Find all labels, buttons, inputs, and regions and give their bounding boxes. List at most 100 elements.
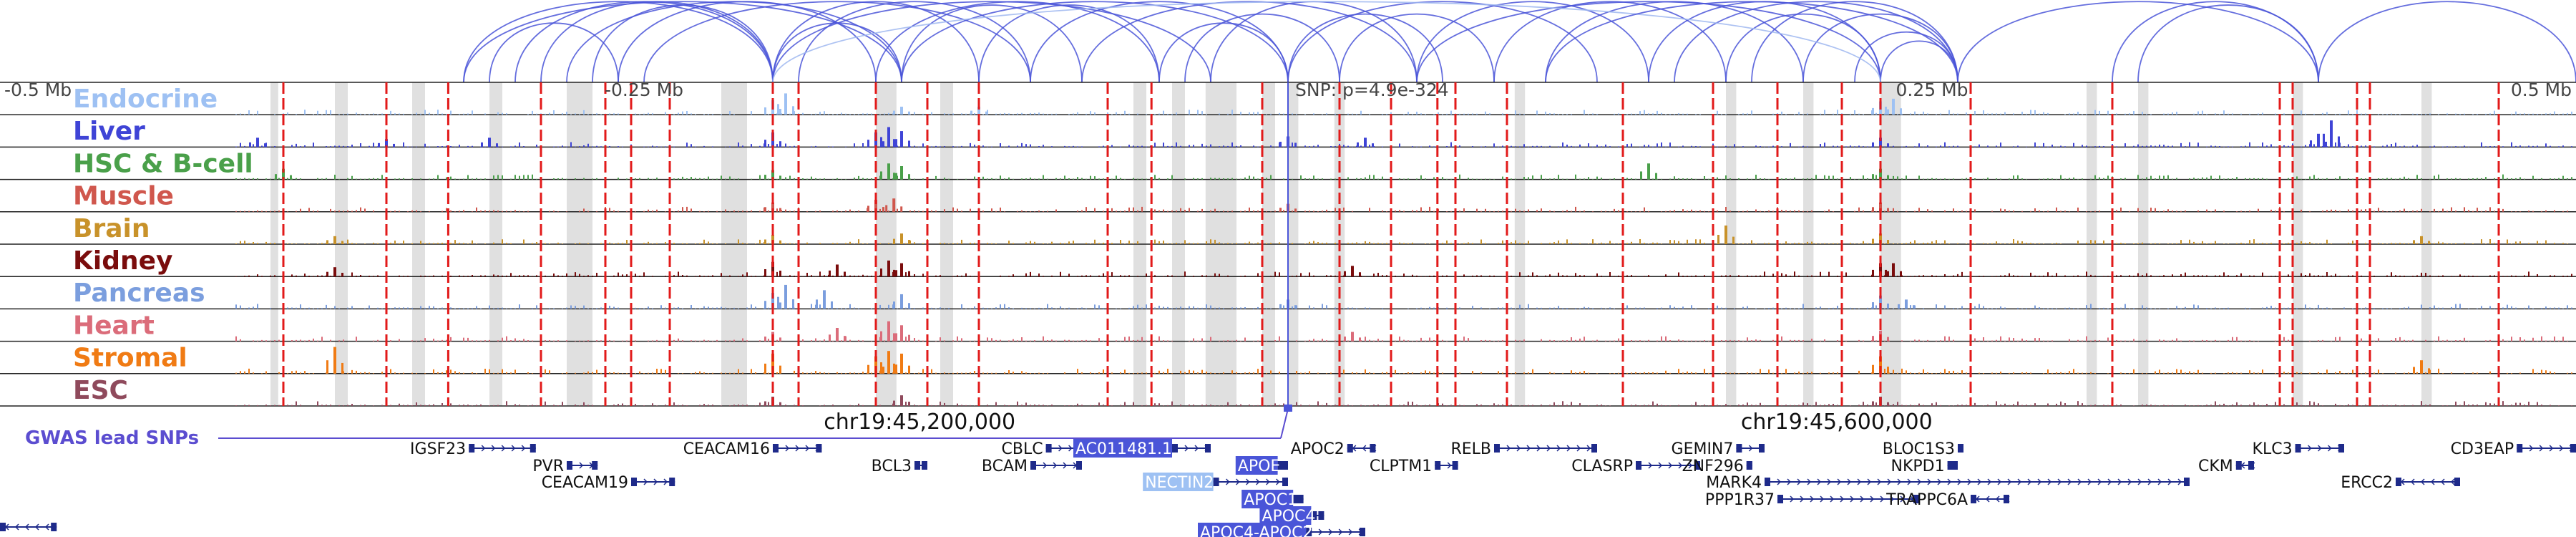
gene-label: PPP1R37 [1705, 491, 1775, 509]
track-peak [1872, 401, 1874, 406]
track-noise [235, 271, 2572, 277]
gene-exon [567, 461, 572, 470]
track-noise [235, 368, 2572, 374]
gene-exon [1452, 461, 1458, 470]
gene-exon [1045, 444, 1052, 453]
track-noise [235, 239, 2568, 244]
track-peak [893, 173, 895, 180]
track-peak [1364, 137, 1367, 147]
track-peak [900, 263, 903, 277]
track-peak [1887, 337, 1889, 342]
track-peak [481, 142, 483, 147]
axis-tick-label: 0.25 Mb [1896, 79, 1968, 100]
gene-label: MARK4 [1706, 474, 1762, 492]
gene-label: ZNF296 [1682, 458, 1744, 475]
genomic-axis: -0.5 Mb -0.25 Mb 0.25 Mb 0.5 Mb SNP: p=4.9e-… [4, 79, 2572, 449]
gene-exon [592, 461, 598, 470]
gene-exon [1318, 511, 1324, 520]
track-peak [2420, 236, 2423, 244]
gene-label: CLPTM1 [1370, 458, 1432, 475]
track-peak [764, 207, 766, 212]
gene-label: BCAM [982, 458, 1028, 475]
track-peak [908, 402, 910, 406]
track-peak [1344, 271, 1346, 277]
track-peak [792, 106, 794, 115]
track-peak [1887, 402, 1889, 406]
track-labels: Endocrine Liver HSC & B-cell Muscle Brain Kid… [73, 84, 253, 405]
track-peak [900, 294, 903, 309]
track-peak [882, 367, 884, 374]
track-peak [1892, 263, 1895, 277]
gene-exon [1282, 461, 1288, 470]
gene-exon [1297, 495, 1304, 503]
track-peak [1717, 234, 1719, 244]
track-peak [1900, 271, 1902, 277]
gene-exon [1311, 511, 1317, 520]
track-peak [1640, 171, 1642, 180]
track-peak [895, 139, 897, 147]
track-peak [1279, 141, 1282, 147]
loop-arc [1648, 1, 1881, 83]
track-peak [1351, 266, 1354, 277]
track-peak [880, 171, 882, 180]
loop-arc [798, 1, 1031, 83]
track-peak [900, 166, 903, 180]
track-peak [1885, 269, 1887, 277]
track-peak [908, 174, 910, 180]
loop-arc [1339, 13, 1495, 83]
track-peak [874, 200, 877, 212]
track-peak [1872, 364, 1874, 374]
track-peak [341, 362, 343, 374]
track-peak [1872, 175, 1874, 180]
gene-highlight-box [1259, 506, 1312, 525]
track-label: Heart [73, 311, 155, 340]
gene-exon [1282, 478, 1288, 486]
loop-arc [1416, 1, 1649, 83]
track-peak [829, 270, 831, 277]
track-peak [282, 168, 285, 180]
loop-arc [592, 4, 774, 83]
track-peak [1351, 332, 1354, 342]
track-label: Liver [73, 117, 145, 146]
track-peak [867, 205, 869, 212]
track-peak [1647, 163, 1650, 180]
track-peak [893, 269, 895, 277]
track-peak [1872, 238, 1874, 244]
track-peak [779, 175, 781, 180]
lead-snp-marker [1284, 405, 1292, 412]
loop-arc [643, 1, 1031, 83]
gene-highlight-box [1073, 439, 1172, 458]
gene-exon [1277, 461, 1284, 470]
track-peak [893, 139, 895, 147]
loop-arc [1802, 13, 1958, 83]
gene-exon [2338, 444, 2344, 453]
track-peak [764, 239, 766, 244]
loop-arc [1210, 1, 1418, 83]
gene-exon [1736, 444, 1742, 453]
gene-exon [1694, 461, 1700, 470]
track-label: Pancreas [73, 279, 205, 308]
track-peak [1887, 240, 1889, 244]
track-peak [779, 109, 781, 115]
track-peak [2323, 133, 2325, 147]
track-peak [326, 271, 328, 277]
track-noise [235, 174, 2572, 180]
track-peak [264, 143, 266, 147]
track-peak [900, 233, 903, 244]
track-label: Kidney [73, 246, 173, 276]
track-peak [779, 240, 781, 244]
loop-arc [2318, 1, 2576, 83]
gene-exon [2295, 444, 2301, 453]
gene-exon [1952, 461, 1958, 470]
axis-tick-label: -0.5 Mb [4, 79, 72, 100]
track-peak [779, 365, 781, 374]
gwas-connector [1280, 408, 1289, 439]
loop-arc [618, 1, 877, 83]
track-peak [893, 363, 895, 374]
track-peak [777, 296, 779, 309]
track-peak [771, 234, 774, 244]
gene-label: TRAPPC6A [1885, 491, 1968, 509]
track-peak [887, 351, 890, 374]
track-peak [1294, 208, 1297, 212]
track-peak [882, 141, 884, 147]
